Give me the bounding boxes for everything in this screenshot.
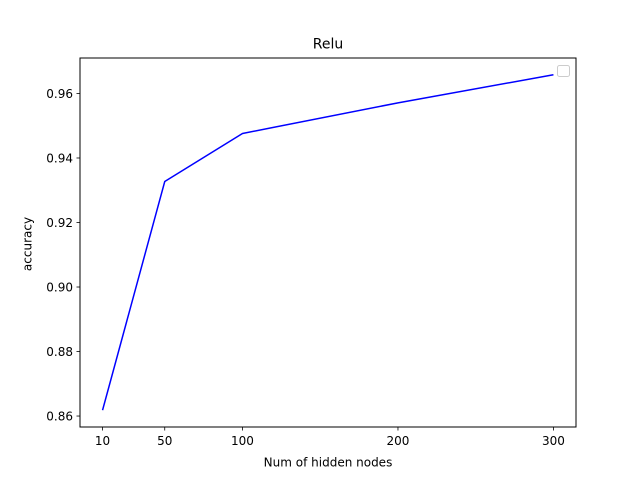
y-tick-label: 0.88: [46, 345, 73, 359]
y-axis: 0.86 0.88 0.90 0.92 0.94 0.96: [46, 87, 80, 423]
x-axis: 10 50 100 200 300: [95, 427, 565, 448]
x-tick-label: 10: [95, 434, 110, 448]
series-line-0: [101, 74, 554, 411]
legend: [557, 65, 570, 77]
y-tick-label: 0.90: [46, 280, 73, 294]
data-layer: [101, 74, 554, 411]
x-tick-label: 50: [157, 434, 172, 448]
y-tick-label: 0.92: [46, 216, 73, 230]
legend-box: [557, 65, 570, 77]
y-tick-label: 0.96: [46, 87, 73, 101]
y-tick-label: 0.86: [46, 409, 73, 423]
plot-area-frame: [79, 57, 577, 428]
x-tick-label: 200: [387, 434, 410, 448]
x-tick-label: 100: [231, 434, 254, 448]
x-tick-label: 300: [542, 434, 565, 448]
chart-title: Relu: [313, 37, 343, 53]
y-tick-label: 0.94: [46, 151, 73, 165]
y-axis-label: accuracy: [21, 217, 35, 271]
x-axis-label: Num of hidden nodes: [264, 456, 393, 470]
